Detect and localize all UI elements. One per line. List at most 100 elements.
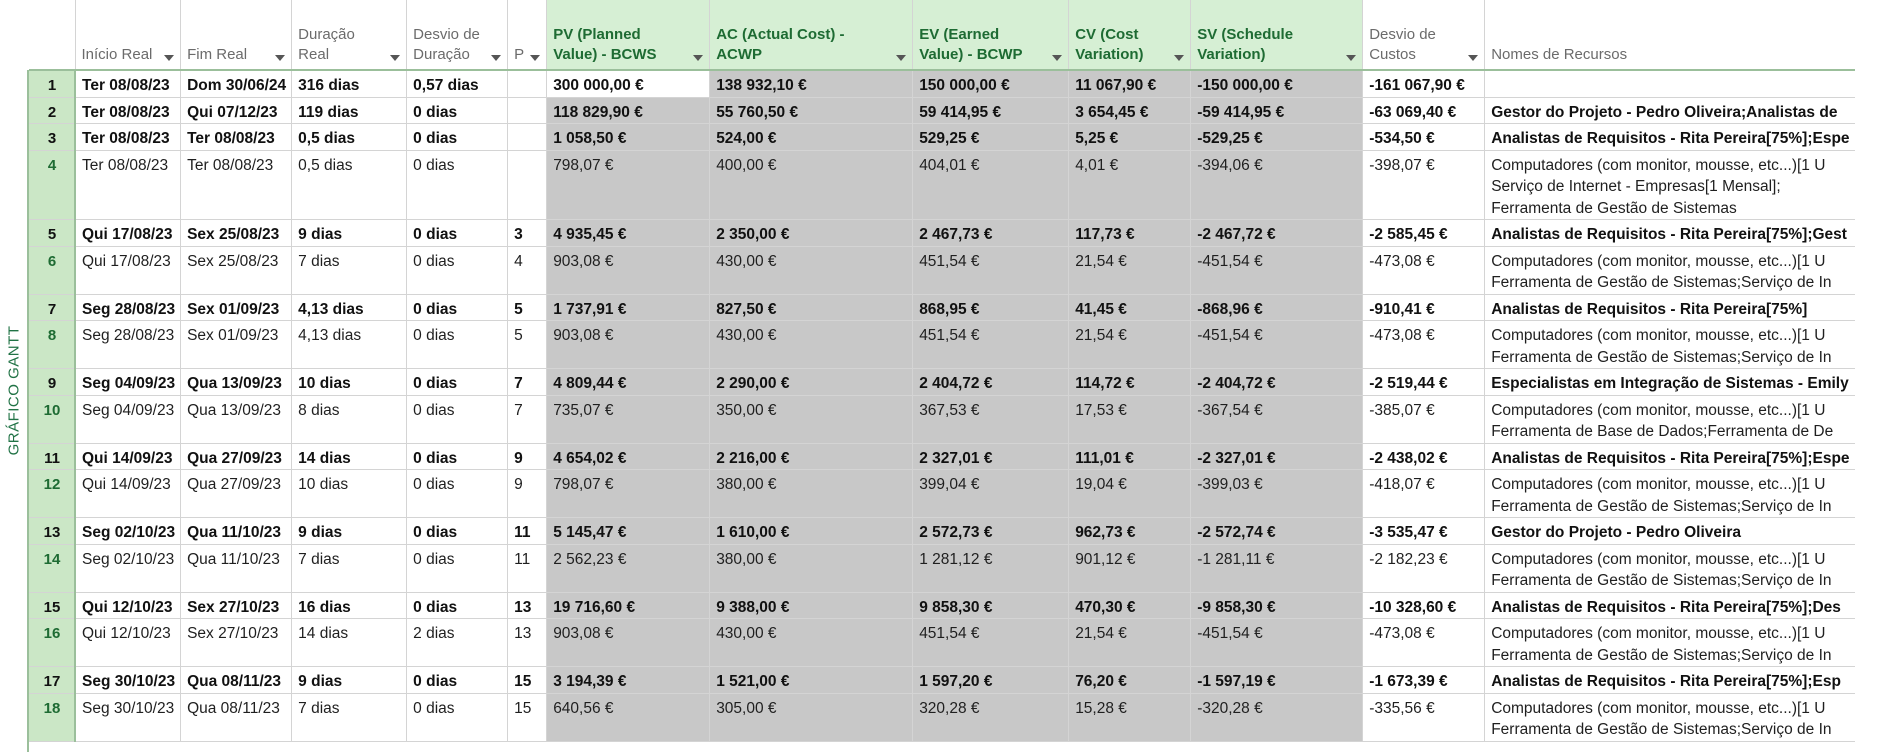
cell-start[interactable]: Qui 17/08/23 [75, 219, 182, 247]
cell-duration[interactable]: 14 dias [291, 618, 408, 667]
cell-duration[interactable]: 7 dias [291, 544, 408, 593]
cell-ac[interactable]: 2 216,00 € [709, 443, 914, 470]
cell-ev[interactable]: 451,54 € [912, 320, 1070, 369]
cell-ev[interactable]: 451,54 € [912, 246, 1070, 295]
cell-duration-variance[interactable]: 0 dias [406, 544, 509, 593]
cell-duration[interactable]: 4,13 dias [291, 294, 408, 321]
cell-cost-variance[interactable]: -534,50 € [1362, 123, 1486, 151]
dropdown-arrow-icon[interactable] [1346, 55, 1357, 61]
cell-resources[interactable]: Analistas de Requisitos - Rita Pereira[7… [1484, 592, 1855, 619]
cell-resources[interactable]: Computadores (com monitor, mousse, etc..… [1484, 693, 1855, 742]
cell-start[interactable]: Seg 02/10/23 [75, 544, 182, 593]
cell-finish[interactable]: Qua 27/09/23 [180, 443, 293, 470]
cell-duration-variance[interactable]: 0 dias [406, 219, 509, 247]
cell-duration-variance[interactable]: 0 dias [406, 517, 509, 545]
cell-start[interactable]: Seg 28/08/23 [75, 294, 182, 321]
dropdown-arrow-icon[interactable] [1052, 55, 1063, 61]
cell-duration-variance[interactable]: 0 dias [406, 246, 509, 295]
col-header-finish[interactable]: Fim Real [180, 0, 293, 71]
cell-cv[interactable]: 21,54 € [1068, 320, 1192, 369]
cell-start[interactable]: Seg 28/08/23 [75, 320, 182, 369]
col-header-sv[interactable]: SV (Schedule Variation) [1190, 0, 1364, 71]
cell-resources[interactable]: Analistas de Requisitos - Rita Pereira[7… [1484, 219, 1855, 247]
cell-sv[interactable]: -2 572,74 € [1190, 517, 1364, 545]
table-row[interactable]: 8 Seg 28/08/23 Sex 01/09/23 4,13 dias 0 dias… [29, 320, 1855, 369]
cell-finish[interactable]: Sex 27/10/23 [180, 592, 293, 619]
cell-ev[interactable]: 320,28 € [912, 693, 1070, 742]
cell-cv[interactable]: 117,73 € [1068, 219, 1192, 247]
cell-predecessors[interactable] [507, 123, 548, 151]
cell-predecessors[interactable]: 11 [507, 544, 548, 593]
cell-cost-variance[interactable]: -3 535,47 € [1362, 517, 1486, 545]
cell-finish[interactable]: Ter 08/08/23 [180, 150, 293, 220]
cell-ac[interactable]: 1 610,00 € [709, 517, 914, 545]
cell-duration-variance[interactable]: 0 dias [406, 123, 509, 151]
cell-ev[interactable]: 2 467,73 € [912, 219, 1070, 247]
dropdown-arrow-icon[interactable] [1468, 55, 1479, 61]
cell-ac[interactable]: 430,00 € [709, 618, 914, 667]
cell-ev[interactable]: 2 404,72 € [912, 368, 1070, 396]
cell-cost-variance[interactable]: -385,07 € [1362, 395, 1486, 444]
cell-ac[interactable]: 827,50 € [709, 294, 914, 321]
cell-ev[interactable]: 529,25 € [912, 123, 1070, 151]
cell-start[interactable]: Qui 14/09/23 [75, 469, 182, 518]
cell-ev[interactable]: 150 000,00 € [912, 70, 1070, 98]
cell-cv[interactable]: 5,25 € [1068, 123, 1192, 151]
row-number[interactable]: 5 [29, 219, 76, 247]
row-number[interactable]: 18 [29, 693, 76, 742]
cell-pv[interactable]: 300 000,00 € [546, 70, 711, 98]
cell-ev[interactable]: 2 327,01 € [912, 443, 1070, 470]
cell-resources[interactable]: Computadores (com monitor, mousse, etc..… [1484, 150, 1855, 220]
table-row[interactable]: 18 Seg 30/10/23 Qua 08/11/23 7 dias 0 dias 15… [29, 693, 1855, 742]
row-number[interactable]: 11 [29, 443, 76, 470]
row-number[interactable]: 4 [29, 150, 76, 220]
cell-predecessors[interactable]: 13 [507, 592, 548, 619]
col-header-ac[interactable]: AC (Actual Cost) - ACWP [709, 0, 914, 71]
cell-resources[interactable]: Analistas de Requisitos - Rita Pereira[7… [1484, 123, 1855, 151]
cell-cost-variance[interactable]: -2 585,45 € [1362, 219, 1486, 247]
cell-cv[interactable]: 111,01 € [1068, 443, 1192, 470]
cell-ev[interactable]: 59 414,95 € [912, 97, 1070, 124]
cell-sv[interactable]: -320,28 € [1190, 693, 1364, 742]
cell-duration-variance[interactable]: 0 dias [406, 693, 509, 742]
cell-duration-variance[interactable]: 0 dias [406, 443, 509, 470]
cell-cv[interactable]: 15,28 € [1068, 693, 1192, 742]
cell-duration-variance[interactable]: 2 dias [406, 618, 509, 667]
cell-sv[interactable]: -451,54 € [1190, 618, 1364, 667]
cell-ev[interactable]: 404,01 € [912, 150, 1070, 220]
cell-finish[interactable]: Qua 13/09/23 [180, 395, 293, 444]
cell-sv[interactable]: -367,54 € [1190, 395, 1364, 444]
cell-finish[interactable]: Sex 25/08/23 [180, 219, 293, 247]
cell-pv[interactable]: 1 737,91 € [546, 294, 711, 321]
cell-ac[interactable]: 55 760,50 € [709, 97, 914, 124]
cell-finish[interactable]: Qua 11/10/23 [180, 544, 293, 593]
cell-duration-variance[interactable]: 0 dias [406, 395, 509, 444]
table-row[interactable]: 16 Qui 12/10/23 Sex 27/10/23 14 dias 2 dias 1… [29, 618, 1855, 667]
cell-start[interactable]: Seg 02/10/23 [75, 517, 182, 545]
cell-start[interactable]: Qui 12/10/23 [75, 592, 182, 619]
cell-duration[interactable]: 10 dias [291, 469, 408, 518]
cell-resources[interactable]: Analistas de Requisitos - Rita Pereira[7… [1484, 443, 1855, 470]
cell-cv[interactable]: 901,12 € [1068, 544, 1192, 593]
cell-pv[interactable]: 640,56 € [546, 693, 711, 742]
cell-sv[interactable]: -399,03 € [1190, 469, 1364, 518]
cell-ac[interactable]: 2 350,00 € [709, 219, 914, 247]
cell-pv[interactable]: 19 716,60 € [546, 592, 711, 619]
cell-start[interactable]: Ter 08/08/23 [75, 70, 182, 98]
cell-pv[interactable]: 903,08 € [546, 618, 711, 667]
table-row[interactable]: 9 Seg 04/09/23 Qua 13/09/23 10 dias 0 dias 7 4… [29, 368, 1855, 396]
dropdown-arrow-icon[interactable] [275, 55, 286, 61]
cell-duration-variance[interactable]: 0 dias [406, 150, 509, 220]
table-row[interactable]: 13 Seg 02/10/23 Qua 11/10/23 9 dias 0 dias 11… [29, 517, 1855, 545]
cell-start[interactable]: Ter 08/08/23 [75, 97, 182, 124]
cell-resources[interactable]: Gestor do Projeto - Pedro Oliveira;Anali… [1484, 97, 1855, 124]
cell-start[interactable]: Qui 17/08/23 [75, 246, 182, 295]
cell-cost-variance[interactable]: -161 067,90 € [1362, 70, 1486, 98]
cell-cv[interactable]: 11 067,90 € [1068, 70, 1192, 98]
cell-pv[interactable]: 4 935,45 € [546, 219, 711, 247]
table-row[interactable]: 17 Seg 30/10/23 Qua 08/11/23 9 dias 0 dias 15… [29, 666, 1855, 694]
row-number[interactable]: 8 [29, 320, 76, 369]
cell-sv[interactable]: -2 327,01 € [1190, 443, 1364, 470]
cell-cost-variance[interactable]: -10 328,60 € [1362, 592, 1486, 619]
table-row[interactable]: 11 Qui 14/09/23 Qua 27/09/23 14 dias 0 dias 9… [29, 443, 1855, 470]
